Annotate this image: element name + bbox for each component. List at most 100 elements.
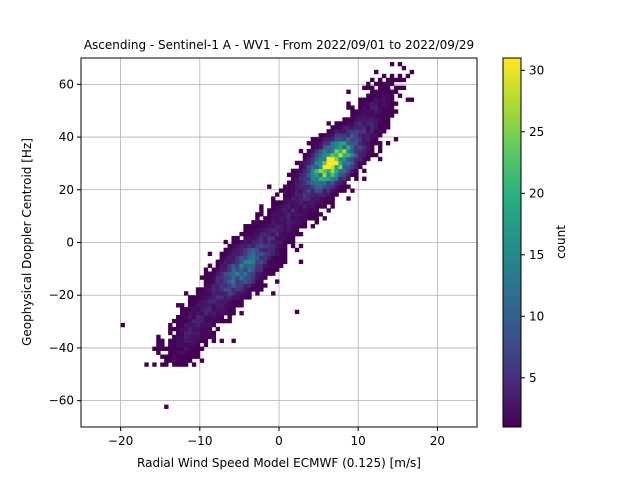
heatmap-cell [302,208,308,213]
heatmap-cell [322,160,327,166]
heatmap-cell [243,287,248,292]
heatmap-cell [310,152,316,158]
heatmap-cell [294,200,300,205]
heatmap-cell [389,77,395,83]
heatmap-cell [183,318,189,324]
heatmap-cell [195,307,201,312]
heatmap-cell [243,271,248,276]
heatmap-cell [231,287,236,292]
heatmap-cell [338,160,343,166]
heatmap-cell [279,231,284,237]
heatmap-cell [219,275,224,280]
colorbar-tick-label: 10 [529,309,544,323]
heatmap-cell [346,168,351,174]
heatmap-cell [322,196,327,201]
heatmap-cell [164,358,169,363]
heatmap-cell [255,251,260,257]
heatmap-cell [235,239,240,245]
heatmap-cell [350,148,355,154]
heatmap-cell [180,346,185,351]
heatmap-cell [354,148,359,154]
heatmap-cell [409,97,415,102]
heatmap-cell [326,200,331,205]
heatmap-cell [239,263,244,268]
heatmap-cell [298,148,304,154]
heatmap-cell [235,283,240,288]
heatmap-cell [338,121,343,126]
heatmap-cell [227,303,232,308]
heatmap-cell [191,338,197,344]
heatmap-cell [255,239,260,245]
heatmap-cell [310,141,316,146]
heatmap-cell [302,188,308,193]
heatmap-cell [180,311,185,316]
heatmap-cell [334,133,339,138]
heatmap-cell [366,133,371,138]
heatmap-cell [235,271,240,276]
heatmap-cell [318,188,323,193]
heatmap-cell [330,192,335,197]
heatmap-cell [231,239,236,245]
heatmap-cell [342,160,347,166]
heatmap-cell [176,334,181,340]
heatmap-cell [267,271,272,276]
heatmap-cell [251,287,256,292]
heatmap-cell [227,283,232,288]
heatmap-cell [326,172,331,178]
heatmap-cell [207,330,213,336]
heatmap-cell [183,342,189,348]
heatmap-cell [350,160,355,166]
heatmap-cell [401,65,407,71]
heatmap-cell [195,342,201,348]
heatmap-cell [334,160,339,166]
heatmap-cell [247,291,252,296]
heatmap-cell [195,291,201,296]
heatmap-cell [326,121,331,126]
heatmap-cell [195,322,201,328]
heatmap-cell [263,228,268,233]
heatmap-cell [195,346,201,351]
heatmap-cell [310,204,316,209]
heatmap-cell [389,89,395,94]
heatmap-cell [330,125,335,130]
heatmap-cell [279,259,284,264]
heatmap-cell [286,172,292,178]
heatmap-cell [243,251,248,257]
heatmap-cell [247,251,252,257]
heatmap-cell [219,311,224,316]
heatmap-cell [251,220,256,225]
heatmap-cell [255,212,260,217]
heatmap-cell [381,73,387,79]
heatmap-cell [275,192,280,197]
heatmap-cell [381,85,387,91]
heatmap-cell [374,97,379,102]
heatmap-cell [306,204,312,209]
heatmap-cell [231,243,236,249]
heatmap-cell [180,338,185,344]
heatmap-cell [168,326,173,332]
heatmap-cell [385,85,391,91]
heatmap-cell [354,129,359,134]
heatmap-cell [358,129,363,134]
heatmap-cell [318,156,323,162]
heatmap-cell [231,247,236,253]
heatmap-cell [282,208,288,213]
heatmap-cell [378,125,383,130]
heatmap-cell [156,350,161,355]
heatmap-cell [183,322,189,328]
heatmap-cell [282,259,288,264]
heatmap-cell [298,200,304,205]
heatmap-cell [243,291,248,296]
heatmap-cell [219,283,224,288]
heatmap-cell [290,220,296,225]
heatmap-cell [251,231,256,237]
heatmap-cell [298,160,304,166]
heatmap-cell [160,346,165,351]
heatmap-cell [219,287,224,292]
heatmap-cell [358,117,363,122]
heatmap-cell [255,279,260,284]
heatmap-cell [282,220,288,225]
heatmap-cell [227,259,232,264]
heatmap-cell [366,93,371,98]
heatmap-cell [366,144,371,150]
